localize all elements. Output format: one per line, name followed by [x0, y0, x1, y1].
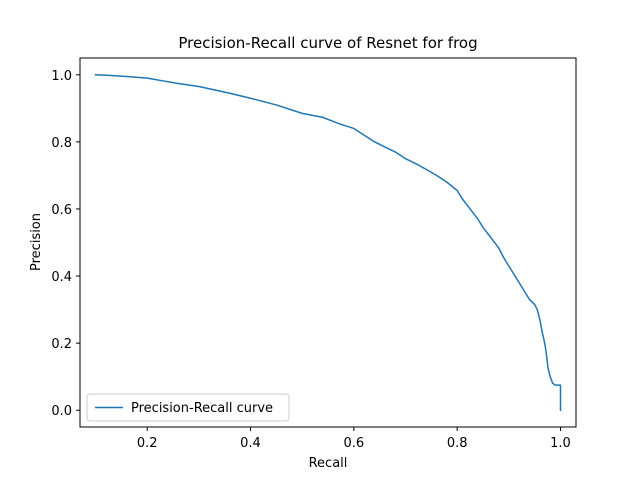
- x-axis-label: Recall: [309, 456, 348, 471]
- y-tick-label: 0.4: [51, 270, 72, 285]
- y-tick-label: 0.0: [51, 404, 72, 419]
- x-tick-label: 1.0: [550, 436, 571, 451]
- plot-area: 0.2 0.4 0.6 0.8 1.0 0.0 0.2 0.4 0.6 0.8 1.0: [51, 57, 577, 451]
- legend-label: Precision-Recall curve: [131, 401, 273, 416]
- legend-box: [86, 393, 290, 422]
- y-tick-label: 0.6: [51, 203, 72, 218]
- axes-frame: [79, 57, 577, 428]
- y-tick-label: 1.0: [51, 69, 72, 84]
- y-tick-label: 0.2: [51, 337, 72, 352]
- series-line-0: [94, 73, 562, 411]
- chart-title: Precision-Recall curve of Resnet for fro…: [178, 34, 477, 52]
- x-tick-label: 0.4: [240, 436, 261, 451]
- y-axis-label: Precision: [29, 213, 44, 271]
- x-tick-label: 0.8: [447, 436, 468, 451]
- legend: Precision-Recall curve: [86, 393, 290, 422]
- x-tick-label: 0.6: [343, 436, 364, 451]
- x-tick-label: 0.2: [137, 436, 158, 451]
- y-tick-label: 0.8: [51, 136, 72, 151]
